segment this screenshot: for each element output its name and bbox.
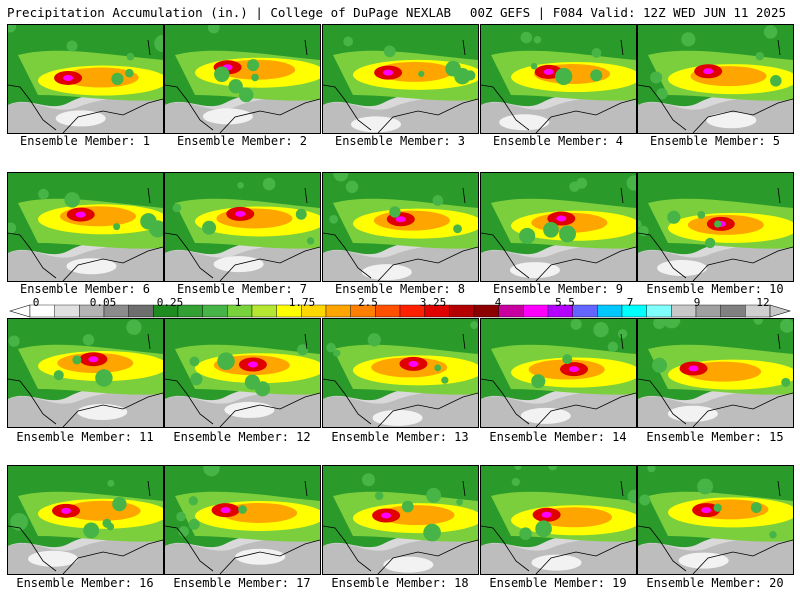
member-caption: Ensemble Member: 10 [646,282,784,296]
colorbar-swatch [449,304,475,318]
colorbar-tick-label: 1.75 [288,296,316,309]
member-caption: Ensemble Member: 8 [334,282,466,296]
colorbar-swatch [720,304,746,318]
ensemble-panel [637,318,794,428]
member-caption: Ensemble Member: 17 [173,576,311,590]
colorbar-tick-label: 0.25 [156,296,184,309]
member-caption: Ensemble Member: 3 [334,134,466,148]
ensemble-panel [164,318,321,428]
member-caption: Ensemble Member: 6 [19,282,151,296]
colorbar-tick-label: 4 [494,296,502,309]
colorbar-swatch [128,304,154,318]
colorbar-tick-label: 2.5 [358,296,378,309]
member-caption: Ensemble Member: 20 [646,576,784,590]
ensemble-panel [322,172,479,282]
colorbar-tick-label: 3.25 [419,296,447,309]
member-caption: Ensemble Member: 14 [489,430,627,444]
member-caption: Ensemble Member: 15 [646,430,784,444]
member-caption: Ensemble Member: 16 [16,576,154,590]
colorbar-tick-label: 5.5 [555,296,575,309]
ensemble-panel [480,465,637,575]
colorbar-swatch [325,304,351,318]
member-caption: Ensemble Member: 19 [489,576,627,590]
color-scale-bar [8,304,792,318]
colorbar-tick-label: 1 [234,296,242,309]
ensemble-panel [480,24,637,134]
ensemble-panel [322,24,479,134]
member-caption: Ensemble Member: 2 [176,134,308,148]
colorbar-tick-label: 0 [32,296,40,309]
run-info: 00Z GEFS | F084 Valid: 12Z WED JUN 11 20… [469,5,786,20]
member-caption: Ensemble Member: 12 [173,430,311,444]
colorbar-swatch [54,304,80,318]
ensemble-panel [164,465,321,575]
colorbar-tick-label: 7 [626,296,634,309]
colorbar-tick-label: 0.05 [89,296,117,309]
ensemble-panel [164,24,321,134]
member-caption: Ensemble Member: 4 [492,134,624,148]
ensemble-panel [480,172,637,282]
ensemble-panel [637,24,794,134]
colorbar-swatch [375,304,401,318]
colorbar-tick-label: 12 [756,296,770,309]
ensemble-panel [480,318,637,428]
colorbar-tick-label: 9 [693,296,701,309]
member-caption: Ensemble Member: 13 [331,430,469,444]
colorbar-swatch [572,304,598,318]
member-caption: Ensemble Member: 11 [16,430,154,444]
member-caption: Ensemble Member: 5 [649,134,781,148]
ensemble-panel [164,172,321,282]
ensemble-panel [637,172,794,282]
colorbar-swatch [646,304,672,318]
member-caption: Ensemble Member: 9 [492,282,624,296]
colorbar-swatch [498,304,524,318]
ensemble-panel [322,318,479,428]
ensemble-panel [7,172,164,282]
member-caption: Ensemble Member: 1 [19,134,151,148]
ensemble-panel [7,465,164,575]
colorbar-swatch [251,304,277,318]
member-caption: Ensemble Member: 7 [176,282,308,296]
member-caption: Ensemble Member: 18 [331,576,469,590]
colorbar-swatch [671,304,697,318]
chart-title: Precipitation Accumulation (in.) | Colle… [7,5,452,20]
ensemble-panel [7,24,164,134]
ensemble-panel [7,318,164,428]
colorbar-swatch [202,304,228,318]
ensemble-panel [637,465,794,575]
colorbar-swatch [597,304,623,318]
colorbar-swatch [621,304,647,318]
colorbar-swatch [523,304,549,318]
ensemble-panel [322,465,479,575]
